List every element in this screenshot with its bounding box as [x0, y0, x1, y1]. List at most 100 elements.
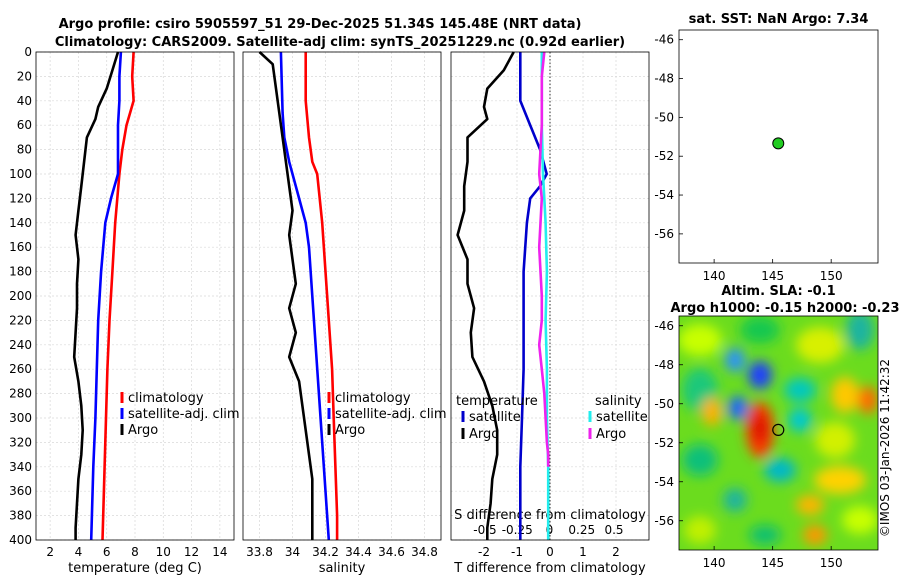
map-frame: [678, 315, 879, 551]
s-diff-axis-label: S difference from climatology: [454, 508, 646, 523]
x-tick-label: 150: [820, 556, 843, 570]
s-diff-tick-label: -0.5: [473, 523, 496, 537]
y-tick-label: 240: [9, 338, 32, 352]
s-diff-tick-label: -0.25: [502, 523, 533, 537]
y-tick-label: 140: [9, 216, 32, 230]
series-line-salinity-argo: [537, 51, 550, 467]
x-tick-label: 140: [703, 556, 726, 570]
y-tick-label: -50: [654, 397, 674, 411]
y-tick-label: -56: [654, 227, 674, 241]
x-axis-label: temperature (deg C): [68, 561, 202, 576]
y-tick-label: 40: [17, 94, 32, 108]
legend-label: Argo: [469, 427, 499, 442]
legend-label: Argo: [335, 423, 365, 438]
y-tick-label: 260: [9, 362, 32, 376]
x-tick-label: 10: [156, 545, 171, 559]
difference-panel: -2 -1 0 1 2 T difference from climatology -0.5…: [450, 51, 650, 576]
series-line-satellite-adj-clim: [279, 51, 331, 541]
temperature-panel: 0 20 40 60 80 100 120 140 160 180 200 220 240 260 280 3…: [9, 45, 240, 576]
series-line-climatology: [304, 52, 339, 540]
y-tick-label: -52: [654, 149, 674, 163]
y-tick-label: 340: [9, 460, 32, 474]
s-diff-tick-label: 0.25: [568, 523, 595, 537]
legend-label: Argo: [596, 427, 626, 442]
y-tick-label: 400: [9, 533, 32, 547]
x-tick-label: 34: [285, 545, 300, 559]
imos-timestamp-label: ©IMOS 03-Jan-2026 11:42:32: [878, 359, 892, 537]
x-axis-label: T difference from climatology: [453, 561, 646, 576]
x-tick-label: 34.4: [345, 545, 372, 559]
y-tick-label: 300: [9, 411, 32, 425]
legend-label: satellite: [596, 410, 648, 425]
legend-label: climatology: [128, 391, 204, 406]
series-line-satellite-adj-clim: [89, 51, 123, 541]
x-tick-label: 2: [46, 545, 54, 559]
x-tick-label: 0: [546, 545, 554, 559]
map-title: sat. SST: NaN Argo: 7.34: [689, 12, 869, 27]
sla-heatmap: [679, 316, 878, 550]
y-tick-label: -56: [654, 514, 674, 528]
x-tick-label: -2: [478, 545, 490, 559]
x-tick-label: 150: [820, 269, 843, 283]
x-tick-label: 34.8: [411, 545, 438, 559]
s-diff-tick-label: 0.5: [604, 523, 623, 537]
x-tick-label: 6: [103, 545, 111, 559]
x-tick-label: 34.6: [378, 545, 405, 559]
series-line-argo: [258, 51, 314, 540]
x-tick-label: 14: [212, 545, 227, 559]
y-tick-label: -52: [654, 436, 674, 450]
y-tick-label: 180: [9, 265, 32, 279]
legend-label: satellite-adj. clim: [128, 407, 240, 422]
plot-frame: [35, 51, 235, 541]
y-tick-label: 20: [17, 69, 32, 83]
x-tick-label: 34.2: [312, 545, 339, 559]
series-line-climatology: [101, 51, 135, 541]
x-tick-label: 145: [761, 269, 784, 283]
x-tick-label: 12: [184, 545, 199, 559]
argo-position-marker: [772, 423, 785, 436]
series-line-argo: [72, 51, 120, 540]
x-tick-label: 1: [579, 545, 587, 559]
y-tick-label: 100: [9, 167, 32, 181]
y-tick-label: -46: [654, 319, 674, 333]
map-title-line-1: Altim. SLA: -0.1: [721, 284, 835, 299]
y-tick-label: -48: [654, 72, 674, 86]
sla-map-panel: Altim. SLA: -0.1 Argo h1000: -0.15 h2000:…: [654, 284, 899, 570]
y-tick-label: -50: [654, 110, 674, 124]
x-tick-label: 33.8: [246, 545, 273, 559]
series-line-temperature-satellite: [518, 52, 549, 540]
plot-frame: [242, 51, 442, 541]
y-tick-label: -46: [654, 33, 674, 47]
y-tick-label: 60: [17, 118, 32, 132]
y-tick-label: -54: [654, 475, 674, 489]
y-tick-label: 220: [9, 313, 32, 327]
map-frame: [678, 29, 879, 264]
y-tick-label: 280: [9, 387, 32, 401]
legend-label: Argo: [128, 423, 158, 438]
legend-header: salinity: [595, 394, 642, 409]
legend-label: climatology: [335, 391, 411, 406]
x-tick-label: 2: [612, 545, 620, 559]
plot-frame: [450, 51, 650, 541]
series-line-salinity-satellite: [540, 52, 550, 540]
title-line-1: Argo profile: csiro 5905597_51 29-Dec-20…: [59, 17, 582, 32]
series-line-temperature-argo: [456, 51, 515, 540]
map-title-line-2: Argo h1000: -0.15 h2000: -0.23: [670, 301, 899, 316]
x-axis-label: salinity: [319, 561, 366, 576]
argo-position-marker: [772, 137, 785, 150]
x-tick-label: 145: [761, 556, 784, 570]
x-tick-label: -1: [511, 545, 523, 559]
y-tick-label: 160: [9, 240, 32, 254]
x-tick-label: 140: [703, 269, 726, 283]
y-tick-label: 360: [9, 484, 32, 498]
legend-header: temperature: [456, 394, 538, 409]
y-tick-label: -48: [654, 358, 674, 372]
y-tick-label: 200: [9, 289, 32, 303]
x-tick-label: 4: [75, 545, 83, 559]
y-tick-label: 80: [17, 143, 32, 157]
legend-label: satellite: [469, 410, 521, 425]
sst-map-panel: sat. SST: NaN Argo: 7.34 140 145 150 -46 -48 -…: [654, 12, 879, 283]
legend-label: satellite-adj. clim: [335, 407, 447, 422]
y-tick-label: 380: [9, 509, 32, 523]
